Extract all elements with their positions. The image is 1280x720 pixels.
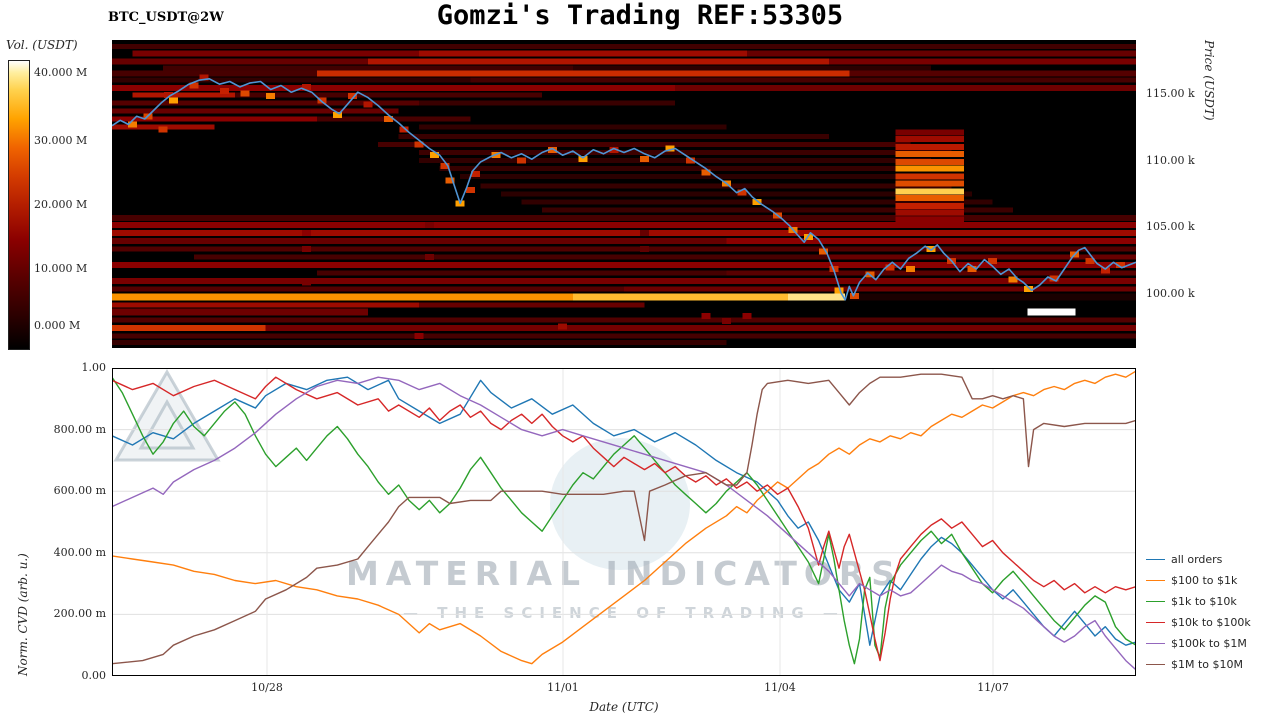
legend-entry: $1M to $10M [1146, 654, 1280, 675]
legend-line-swatch [1146, 580, 1165, 581]
legend-entry: all orders [1146, 549, 1280, 570]
legend-label: all orders [1171, 553, 1223, 566]
legend-entry: $100k to $1M [1146, 633, 1280, 654]
colorbar-tick-label: 0.000 M [34, 318, 81, 332]
page-title: Gomzi's Trading REF:53305 [436, 0, 844, 31]
colorbar-tick-label: 10.000 M [34, 261, 88, 275]
liquidity-heatmap [111, 40, 1137, 348]
cvd-y-axis-title: Norm. CVD (arb. u.) [16, 553, 30, 676]
price-tick-label: 115.00 k [1146, 86, 1195, 100]
cvd-y-tick-label: 800.00 m [53, 422, 106, 436]
price-tick-label: 110.00 k [1146, 153, 1195, 167]
legend-entry: $1k to $10k [1146, 591, 1280, 612]
price-tick-label: 100.00 k [1146, 287, 1195, 301]
legend-line-swatch [1146, 622, 1165, 623]
legend-label: $100 to $1k [1171, 574, 1238, 587]
colorbar-tick-label: 30.000 M [34, 134, 88, 148]
colorbar-title: Vol. (USDT) [6, 38, 78, 52]
symbol-label: BTC_USDT@2W [108, 10, 224, 25]
cvd-y-tick-label: 200.00 m [53, 607, 106, 621]
cvd-y-tick-label: 600.00 m [53, 484, 106, 498]
colorbar-ticks: 40.000 M 30.000 M 20.000 M 10.000 M 0.000 M [34, 60, 106, 348]
legend-line-swatch [1146, 559, 1165, 560]
cvd-x-tick-label: 11/01 [547, 681, 579, 694]
price-tick-label: 105.00 k [1146, 220, 1195, 234]
legend-line-swatch [1146, 664, 1165, 665]
legend-label: $100k to $1M [1171, 637, 1247, 650]
legend-entry: $100 to $1k [1146, 570, 1280, 591]
cvd-x-axis-title: Date (UTC) [589, 700, 659, 714]
cvd-chart: MATERIAL INDICATORS — THE SCIENCE OF TRA… [112, 368, 1136, 676]
price-axis-title: Price (USDT) [1202, 40, 1216, 121]
colorbar-tick-label: 20.000 M [34, 198, 88, 211]
cvd-x-tick-label: 10/28 [251, 681, 283, 694]
cvd-y-ticks: 1.00 800.00 m 600.00 m 400.00 m 200.00 m 0.00 [36, 361, 106, 682]
volume-colorbar [8, 60, 30, 350]
legend: all orders $100 to $1k $1k to $10k $10k to … [1146, 549, 1280, 675]
price-axis-ticks: 115.00 k 110.00 k 105.00 k 100.00 k [1146, 40, 1208, 348]
cvd-canvas [112, 368, 1136, 676]
cvd-x-tick-label: 11/04 [764, 681, 796, 694]
legend-entry: $10k to $100k [1146, 612, 1280, 633]
legend-line-swatch [1146, 601, 1165, 602]
legend-label: $1M to $10M [1171, 658, 1244, 671]
legend-label: $1k to $10k [1171, 595, 1237, 608]
cvd-y-tick-label: 1.00 [81, 361, 107, 374]
legend-label: $10k to $100k [1171, 616, 1251, 629]
legend-line-swatch [1146, 643, 1165, 644]
cvd-x-tick-label: 11/07 [977, 681, 1009, 694]
cvd-x-ticks: 10/28 11/01 11/04 11/07 [112, 681, 1136, 697]
colorbar-tick-label: 40.000 M [34, 66, 88, 80]
heatmap-canvas [111, 40, 1137, 348]
cvd-y-tick-label: 400.00 m [53, 545, 106, 559]
cvd-y-tick-label: 0.00 [81, 669, 107, 682]
